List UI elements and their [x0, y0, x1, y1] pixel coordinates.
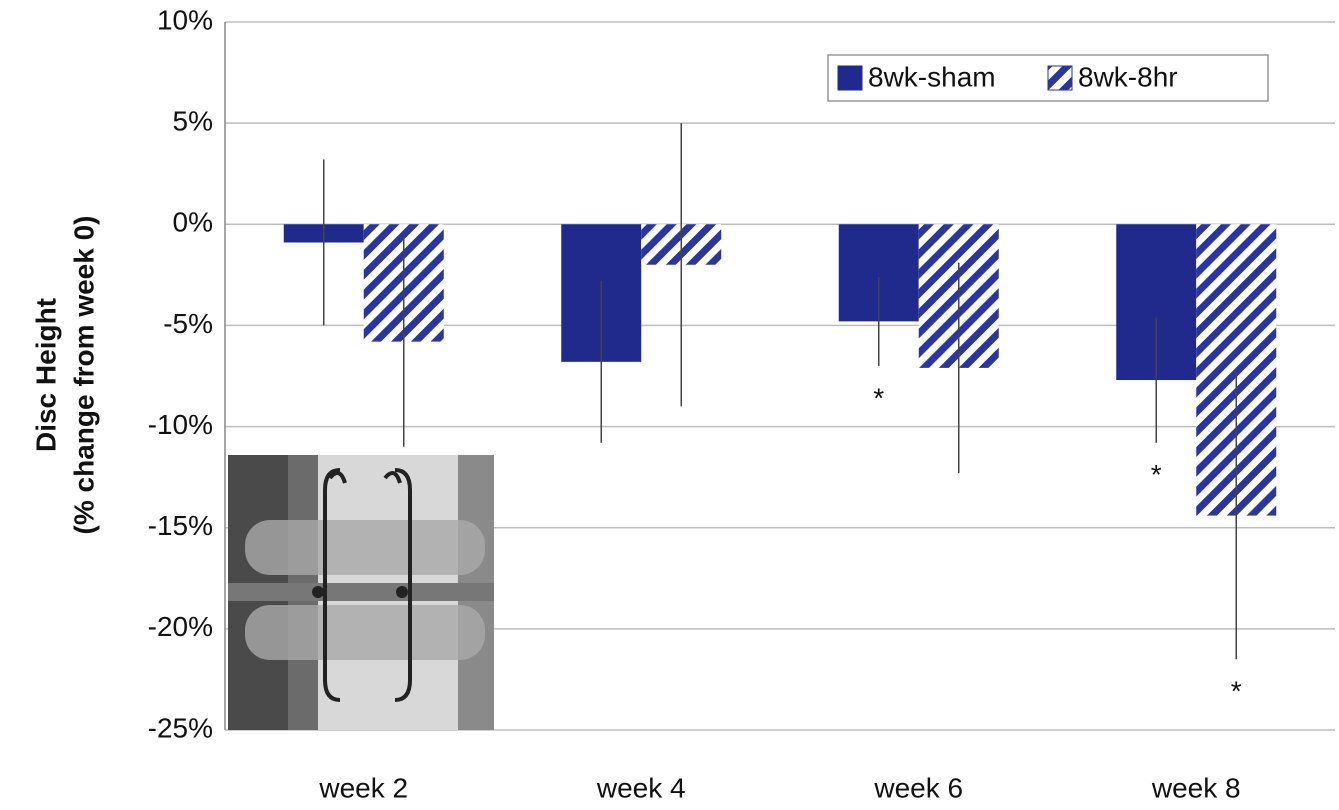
significance-marker: *: [1231, 676, 1242, 707]
y-axis-label: (% change from week 0): [68, 216, 99, 535]
y-tick-label: -25%: [148, 712, 213, 743]
inset-image: [228, 455, 494, 730]
y-tick-label: 0%: [173, 207, 213, 238]
significance-marker: *: [873, 382, 884, 413]
x-tick-label: week 2: [318, 772, 408, 803]
significance-marker: *: [1151, 459, 1162, 490]
legend-label: 8wk-sham: [868, 61, 996, 92]
legend-label: 8wk-8hr: [1078, 61, 1178, 92]
x-tick-label: week 8: [1151, 772, 1241, 803]
x-tick-label: week 4: [596, 772, 686, 803]
y-tick-label: -15%: [148, 510, 213, 541]
x-tick-label: week 6: [873, 772, 963, 803]
y-tick-label: -10%: [148, 409, 213, 440]
y-axis-label: Disc Height: [30, 298, 61, 452]
y-tick-label: -5%: [163, 308, 213, 339]
legend-swatch: [1048, 66, 1072, 90]
y-tick-label: 10%: [157, 4, 213, 35]
chart: Disc Height (% change from week 0) 10% 5%…: [0, 0, 1339, 810]
y-tick-label: 5%: [173, 106, 213, 137]
y-tick-label: -20%: [148, 611, 213, 642]
legend-swatch: [838, 66, 862, 90]
